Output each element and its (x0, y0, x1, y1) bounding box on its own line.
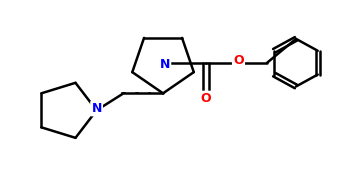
Text: N: N (160, 58, 170, 71)
Text: O: O (233, 54, 244, 67)
Text: O: O (201, 92, 211, 105)
Text: N: N (91, 102, 102, 115)
